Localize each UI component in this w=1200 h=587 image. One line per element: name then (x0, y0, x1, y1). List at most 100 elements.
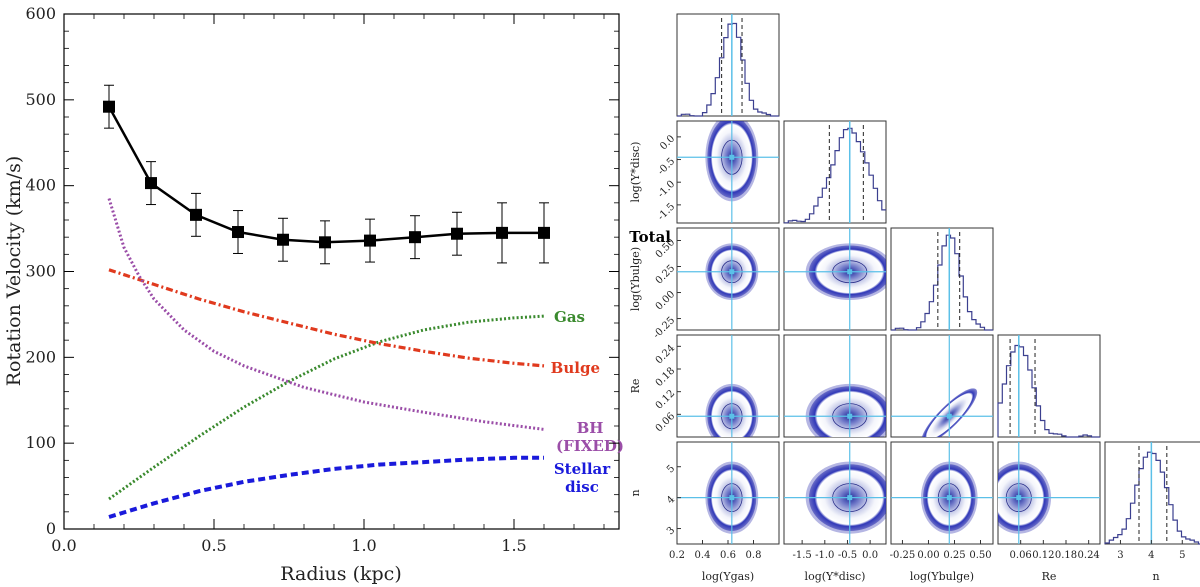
data-point-total (364, 234, 376, 247)
y-tick-label: 0 (46, 519, 56, 538)
corner-x-tick-label: 0.25 (943, 550, 965, 561)
y-axis: 0 100 200 300 400 500 600 (25, 4, 56, 538)
corner-x-tick-label: -1.5 (792, 550, 811, 561)
series-line-bh-fixed- (107, 198, 545, 431)
corner-y-axis-label: n (629, 489, 642, 496)
corner-y-axis-label: Re (629, 379, 642, 394)
label-line: Stellar (554, 460, 611, 478)
label-line: (FIXED) (556, 437, 624, 455)
panel-frame (890, 227, 994, 331)
y-tick-label: 500 (25, 90, 56, 109)
x-tick-label: 0.5 (201, 536, 226, 555)
label-line: disc (565, 478, 599, 496)
corner-x-axis-label: log(Υ*disc) (805, 570, 866, 583)
corner-x-tick-label: 0.8 (746, 550, 762, 561)
data-point-total (232, 226, 244, 239)
y-tick-label: 100 (25, 433, 56, 452)
data-point-total (103, 100, 115, 113)
scatter-panel (676, 227, 780, 331)
scatter-panel (783, 227, 887, 331)
corner-x-tick-label: 0.50 (969, 550, 991, 561)
x-tick-label: 1.0 (351, 536, 376, 555)
median-marker (729, 495, 735, 501)
corner-x-tick-label: 4 (1148, 550, 1154, 561)
y-tick-label: 400 (25, 176, 56, 195)
corner-x-tick-label: 0.12 (1032, 550, 1054, 561)
corner-y-tick-label: 0.24 (654, 343, 678, 367)
corner-y-tick-label: -0.25 (651, 315, 677, 341)
histogram-bars (1104, 451, 1200, 545)
median-marker (847, 413, 853, 419)
median-marker (946, 413, 952, 419)
corner-y-tick-label: 3 (665, 525, 677, 537)
histogram-bars (891, 234, 993, 331)
series-line-gas (108, 314, 545, 501)
corner-y-tick-label: 0.0 (658, 133, 677, 152)
scatter-panel (783, 441, 887, 545)
data-point-total (496, 226, 508, 239)
y-tick-label: 600 (25, 4, 56, 23)
scatter-panel (890, 441, 994, 545)
corner-y-tick-label: 4 (665, 494, 677, 506)
data-point-total (145, 177, 157, 190)
y-tick-label: 200 (25, 347, 56, 366)
plot-frame (63, 13, 620, 530)
corner-y-axis-label: log(Υbulge) (629, 247, 642, 311)
panel-frame (783, 120, 887, 224)
corner-y-tick-label: 0.25 (654, 263, 678, 287)
median-marker (1016, 495, 1022, 501)
series-labels: Total Gas Bulge BH (FIXED) Stellar disc (551, 228, 672, 496)
corner-y-tick-label: 0.18 (654, 365, 678, 389)
corner-x-axis-label: log(Υgas) (702, 570, 754, 583)
series-line-stellar-disc (108, 455, 544, 519)
data-point-total (409, 231, 421, 244)
y-tick-label: 300 (25, 262, 56, 281)
data-point-total (277, 233, 289, 246)
scatter-panel (997, 441, 1101, 545)
histogram-panel (890, 227, 994, 331)
corner-x-tick-label: 0.2 (669, 550, 685, 561)
corner-x-tick-label: -0.25 (890, 550, 916, 561)
histogram-panel (676, 13, 780, 117)
histogram-bars (783, 127, 886, 224)
corner-x-tick-label: 3 (1117, 550, 1123, 561)
corner-x-tick-label: 0.0 (862, 550, 878, 561)
median-marker (729, 413, 735, 419)
scatter-panel (783, 334, 887, 438)
corner-y-axis-label: log(Υ*disc) (629, 142, 642, 203)
scatter-panel (890, 334, 994, 438)
rotation-curve-plot: 0 100 200 300 400 500 600 0.0 0.5 1.0 1.… (3, 4, 671, 585)
corner-x-tick-label: 0.6 (720, 550, 736, 561)
x-tick-label: 0.0 (51, 536, 76, 555)
corner-x-tick-label: 5 (1179, 550, 1185, 561)
corner-y-tick-label: 0.00 (654, 289, 678, 313)
corner-y-tick-label: -1.5 (656, 201, 677, 222)
data-point-total (190, 208, 202, 221)
x-tick-label: 1.5 (501, 536, 526, 555)
corner-x-tick-label: 0.4 (695, 550, 711, 561)
median-marker (946, 495, 952, 501)
corner-x-axis-label: n (1152, 570, 1159, 583)
label-total: Total (629, 228, 671, 246)
corner-y-tick-label: -1.0 (656, 179, 677, 200)
density-blob (805, 383, 886, 437)
label-stellar: Stellar disc (554, 460, 611, 496)
median-marker (847, 495, 853, 501)
corner-x-axis-label: Re (1042, 570, 1057, 583)
scatter-panel (676, 120, 780, 224)
histogram-panel (1104, 441, 1200, 545)
median-marker (729, 154, 735, 160)
corner-x-tick-label: -1.0 (815, 550, 834, 561)
data-point-total (538, 226, 550, 239)
panel-frame (1104, 441, 1200, 545)
label-line: BH (577, 419, 604, 437)
corner-x-tick-label: 0.18 (1055, 550, 1077, 561)
label-bulge: Bulge (551, 359, 600, 377)
corner-y-tick-label: 5 (665, 463, 677, 475)
histogram-bars (997, 344, 1100, 438)
series-group (103, 84, 550, 519)
x-axis: 0.0 0.5 1.0 1.5 (51, 536, 526, 555)
label-bh: BH (FIXED) (556, 419, 624, 455)
series-line-bulge (108, 268, 545, 368)
